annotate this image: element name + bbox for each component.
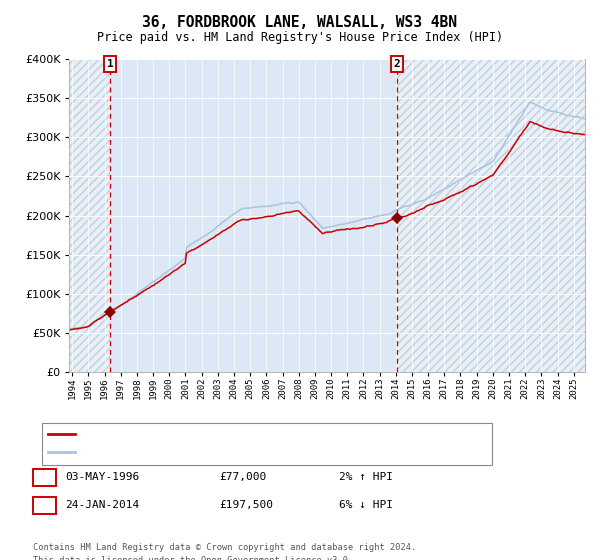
Text: 6% ↓ HPI: 6% ↓ HPI bbox=[339, 500, 393, 510]
Bar bbox=[397, 59, 585, 372]
Text: HPI: Average price, detached house, Walsall: HPI: Average price, detached house, Wals… bbox=[81, 447, 334, 458]
Text: £77,000: £77,000 bbox=[219, 472, 266, 482]
Text: 1: 1 bbox=[41, 470, 48, 484]
Bar bbox=[69, 59, 110, 372]
Bar bbox=[69, 59, 110, 372]
Text: Contains HM Land Registry data © Crown copyright and database right 2024.
This d: Contains HM Land Registry data © Crown c… bbox=[33, 543, 416, 560]
Text: £197,500: £197,500 bbox=[219, 500, 273, 510]
Text: 36, FORDBROOK LANE, WALSALL, WS3 4BN: 36, FORDBROOK LANE, WALSALL, WS3 4BN bbox=[143, 15, 458, 30]
Text: 2: 2 bbox=[394, 59, 400, 69]
Text: 36, FORDBROOK LANE, WALSALL, WS3 4BN (detached house): 36, FORDBROOK LANE, WALSALL, WS3 4BN (de… bbox=[81, 429, 392, 439]
Text: 24-JAN-2014: 24-JAN-2014 bbox=[65, 500, 139, 510]
Text: 03-MAY-1996: 03-MAY-1996 bbox=[65, 472, 139, 482]
Text: Price paid vs. HM Land Registry's House Price Index (HPI): Price paid vs. HM Land Registry's House … bbox=[97, 31, 503, 44]
Text: 2% ↑ HPI: 2% ↑ HPI bbox=[339, 472, 393, 482]
Text: 1: 1 bbox=[107, 59, 113, 69]
Bar bbox=[397, 59, 585, 372]
Text: 2: 2 bbox=[41, 498, 48, 512]
